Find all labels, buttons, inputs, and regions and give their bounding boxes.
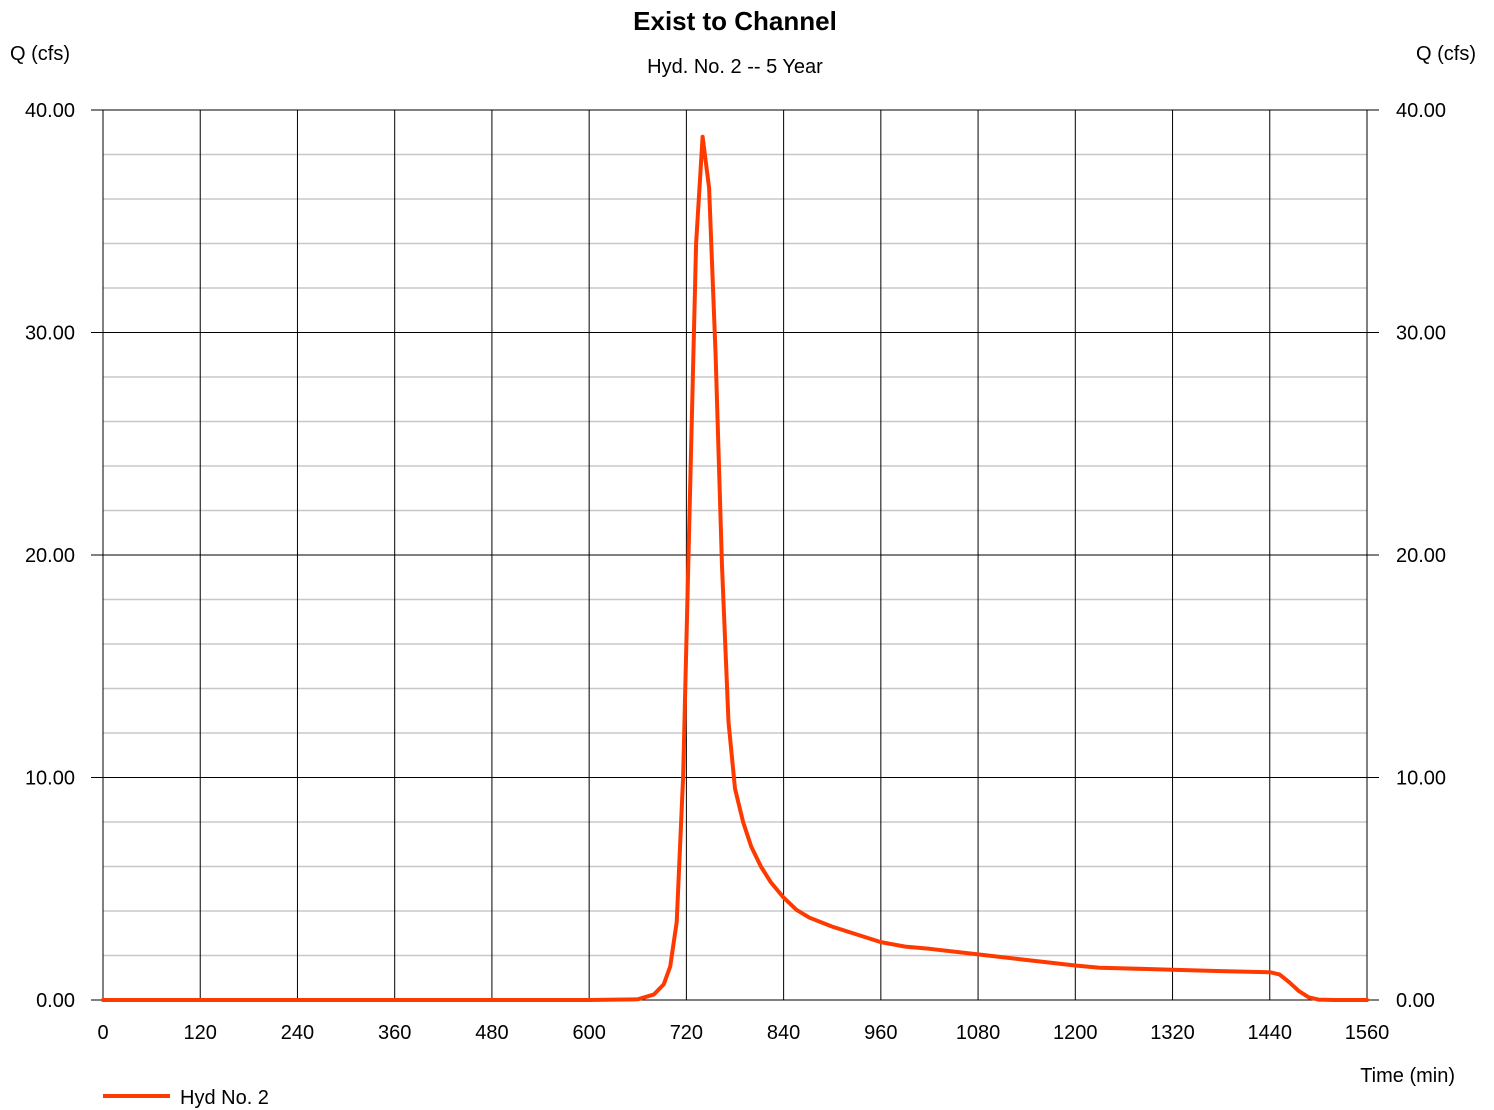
minor-gridlines bbox=[103, 153, 1367, 957]
x-axis-label: Time (min) bbox=[1360, 1065, 1455, 1087]
y-tick-label-right: 0.00 bbox=[1396, 990, 1435, 1012]
y-tick-label-left: 0.00 bbox=[36, 990, 75, 1012]
x-tick-label: 1080 bbox=[956, 1022, 1001, 1044]
series-layer bbox=[101, 134, 1369, 1002]
series-line-hyd-2 bbox=[101, 134, 1369, 1002]
y-axis-label-left: Q (cfs) bbox=[10, 43, 70, 65]
x-tick-label: 1320 bbox=[1150, 1022, 1195, 1044]
y-axis-label-right: Q (cfs) bbox=[1416, 43, 1476, 65]
x-tick-label: 840 bbox=[767, 1022, 800, 1044]
y-tick-label-right: 20.00 bbox=[1396, 545, 1446, 567]
chart-title: Exist to Channel bbox=[633, 6, 837, 36]
x-tick-label: 1440 bbox=[1248, 1022, 1293, 1044]
x-tick-label: 600 bbox=[572, 1022, 605, 1044]
x-tick-label: 240 bbox=[281, 1022, 314, 1044]
x-tick-label: 1560 bbox=[1345, 1022, 1390, 1044]
y-tick-label-left: 40.00 bbox=[25, 100, 75, 122]
y-tick-label-left: 30.00 bbox=[25, 323, 75, 345]
y-tick-label-right: 10.00 bbox=[1396, 768, 1446, 790]
y-tick-label-left: 10.00 bbox=[25, 768, 75, 790]
x-tick-label: 0 bbox=[97, 1022, 108, 1044]
x-tick-label: 720 bbox=[670, 1022, 703, 1044]
x-tick-label: 120 bbox=[184, 1022, 217, 1044]
x-tick-label: 480 bbox=[475, 1022, 508, 1044]
left-y-tick-labels: 0.00 10.00 20.00 30.00 40.00 bbox=[25, 100, 75, 1012]
y-tick-label-right: 30.00 bbox=[1396, 323, 1446, 345]
x-tick-label: 1200 bbox=[1053, 1022, 1098, 1044]
y-tick-label-right: 40.00 bbox=[1396, 100, 1446, 122]
legend: Hyd No. 2 bbox=[103, 1087, 269, 1109]
legend-label-hyd-2: Hyd No. 2 bbox=[180, 1087, 269, 1109]
y-tick-label-left: 20.00 bbox=[25, 545, 75, 567]
x-tick-labels: 0 120 240 360 480 600 720 840 960 1080 1200 1320 144… bbox=[97, 1022, 1389, 1044]
right-y-tick-labels: 0.00 10.00 20.00 30.00 40.00 bbox=[1396, 100, 1446, 1012]
chart-subtitle: Hyd. No. 2 -- 5 Year bbox=[647, 56, 823, 78]
x-tick-label: 960 bbox=[864, 1022, 897, 1044]
x-tick-label: 360 bbox=[378, 1022, 411, 1044]
plot-frame bbox=[102, 109, 1368, 1001]
